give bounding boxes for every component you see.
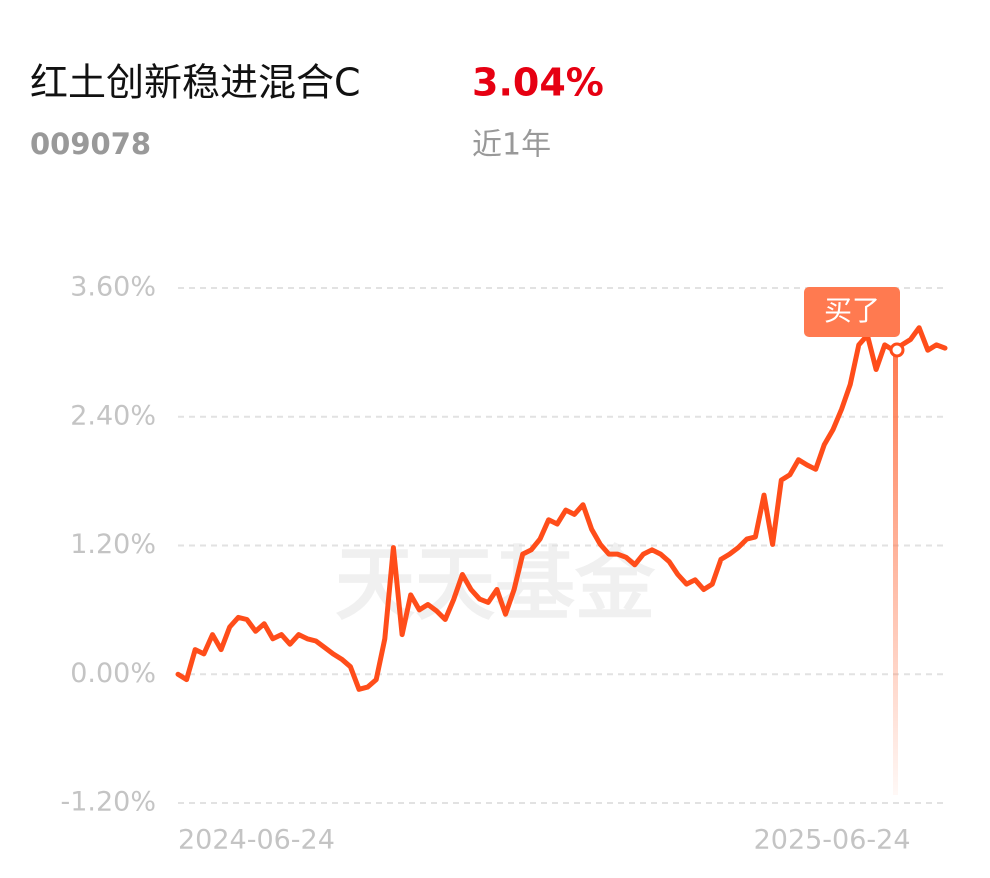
y-tick-label: 0.00% (70, 658, 156, 689)
fund-return: 3.04% (472, 61, 604, 105)
x-tick-label: 2025-06-24 (754, 825, 911, 856)
period: 近1年 (472, 128, 551, 163)
y-tick-label: 1.20% (70, 529, 156, 560)
buy-line (893, 350, 898, 795)
fund-title: 红土创新稳进混合C (30, 61, 361, 105)
y-tick-label: -1.20% (60, 787, 156, 818)
y-tick-label: 3.60% (70, 272, 156, 303)
series-line (175, 325, 948, 692)
buy-tag-text: 买了 (824, 294, 880, 327)
buy-tag (804, 287, 900, 337)
fund-code: 009078 (30, 127, 151, 161)
y-tick-label: 2.40% (70, 400, 156, 431)
buy-point (889, 342, 905, 358)
x-tick-label: 2024-06-24 (178, 825, 335, 856)
